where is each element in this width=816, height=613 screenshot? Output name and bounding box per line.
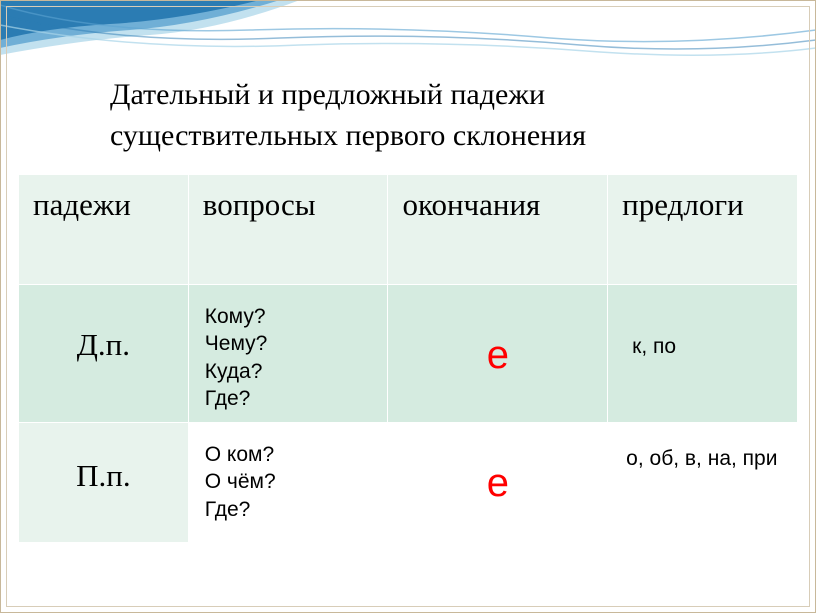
slide-content: Дательный и предложный падежи существите… <box>0 0 816 543</box>
header-questions: вопросы <box>189 175 388 235</box>
slide-title: Дательный и предложный падежи существите… <box>0 75 816 156</box>
title-line-1: Дательный и предложный падежи <box>110 78 545 111</box>
title-line-2: существительных первого склонения <box>110 119 586 152</box>
case-prepositional: П.п. <box>19 423 188 494</box>
questions-dative: Кому? Чему? Куда? Где? <box>189 285 388 422</box>
header-cases: падежи <box>19 175 188 235</box>
case-dative: Д.п. <box>19 285 188 363</box>
header-prepositions: предлоги <box>608 175 797 235</box>
table-row: Д.п. Кому? Чему? Куда? Где? е к, по <box>19 285 798 423</box>
prepositions-dative: к, по <box>608 285 797 369</box>
questions-prepositional: О ком? О чём? Где? <box>189 423 388 533</box>
ending-dative: е <box>388 285 607 378</box>
prepositions-prepositional: о, об, в, на, при <box>608 423 797 482</box>
header-endings: окончания <box>388 175 607 235</box>
ending-prepositional: е <box>388 423 607 506</box>
table-row: П.п. О ком? О чём? Где? е о, об, в, на, … <box>19 423 798 543</box>
table-header-row: падежи вопросы окончания предлоги <box>19 175 798 285</box>
grammar-table: падежи вопросы окончания предлоги Д.п. К… <box>18 174 798 543</box>
